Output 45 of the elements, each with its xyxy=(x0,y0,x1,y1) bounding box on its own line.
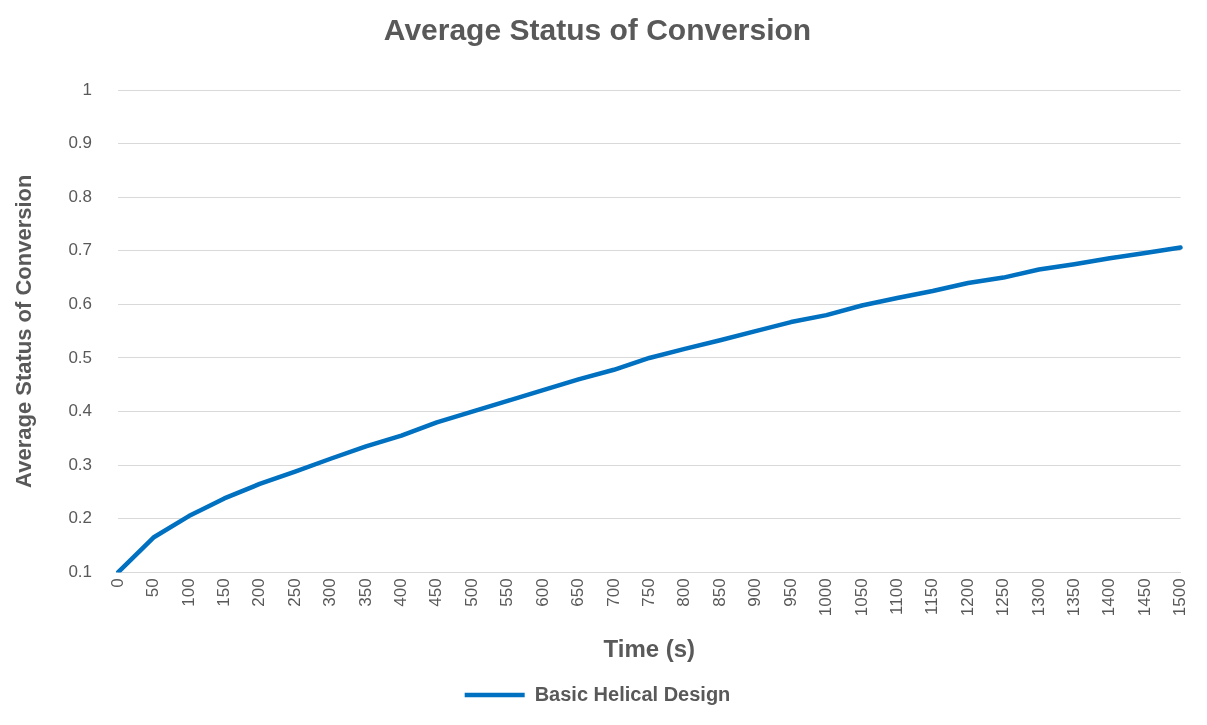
y-axis-title: Average Status of Conversion xyxy=(11,174,37,488)
x-tick-label: 1450 xyxy=(1134,578,1154,617)
x-tick-label: 150 xyxy=(213,578,233,607)
x-tick-label: 850 xyxy=(709,578,729,607)
x-tick-label: 100 xyxy=(178,578,198,607)
x-tick-label: 950 xyxy=(780,578,800,607)
x-tick-label: 650 xyxy=(568,578,588,607)
x-tick-label: 1050 xyxy=(851,578,871,617)
x-tick-label: 1250 xyxy=(993,578,1013,617)
x-tick-label: 1400 xyxy=(1099,578,1119,617)
y-tick-label: 0.9 xyxy=(68,133,93,153)
x-tick-label: 350 xyxy=(355,578,375,607)
x-tick-label: 700 xyxy=(603,578,623,607)
y-tick-label: 0.3 xyxy=(68,454,93,474)
x-tick-label: 900 xyxy=(745,578,765,607)
x-tick-label: 1300 xyxy=(1028,578,1048,617)
x-axis-title: Time (s) xyxy=(603,635,696,663)
x-tick-label: 300 xyxy=(320,578,340,607)
x-tick-label: 450 xyxy=(426,578,446,607)
chart-title: Average Status of Conversion xyxy=(383,13,812,47)
x-tick-label: 1100 xyxy=(886,578,906,615)
x-tick-label: 200 xyxy=(249,578,269,607)
y-tick-label: 0.5 xyxy=(68,347,93,367)
x-tick-label: 250 xyxy=(284,578,304,607)
y-tick-label: 1 xyxy=(82,79,93,99)
y-tick-label: 0.2 xyxy=(68,508,93,528)
x-tick-label: 500 xyxy=(461,578,481,607)
x-tick-label: 800 xyxy=(674,578,694,607)
y-tick-label: 0.4 xyxy=(68,401,93,421)
x-tick-label: 600 xyxy=(532,578,552,607)
y-tick-label: 0.1 xyxy=(68,562,93,582)
x-tick-label: 550 xyxy=(497,578,517,607)
x-tick-label: 400 xyxy=(391,578,411,607)
y-tick-label: 0.7 xyxy=(68,240,93,260)
y-tick-label: 0.6 xyxy=(68,294,93,314)
x-tick-label: 1200 xyxy=(957,578,977,617)
x-tick-label: 1000 xyxy=(816,578,836,617)
x-tick-label: 1150 xyxy=(922,578,942,615)
x-tick-label: 50 xyxy=(143,578,163,598)
x-tick-label: 1500 xyxy=(1170,578,1190,617)
x-tick-label: 0 xyxy=(107,578,127,588)
y-tick-label: 0.8 xyxy=(68,186,93,206)
legend-label: Basic Helical Design xyxy=(534,682,731,705)
x-tick-label: 1350 xyxy=(1064,578,1084,617)
x-tick-label: 750 xyxy=(639,578,658,607)
